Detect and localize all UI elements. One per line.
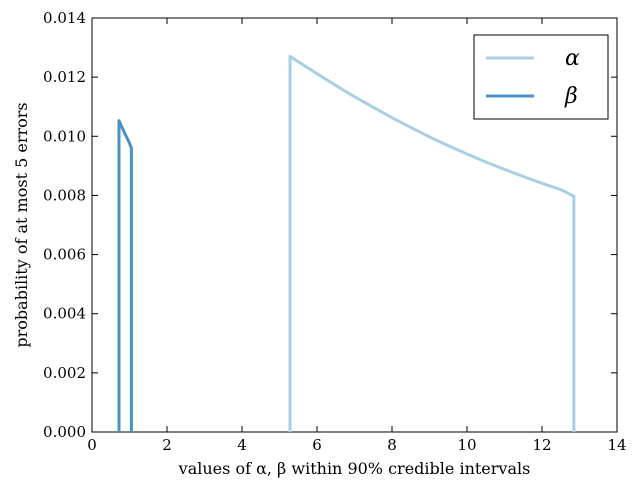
- x-tick-label: 8: [387, 436, 397, 454]
- ticks-layer: 0 2 4 6 8 10 12 14 0.000 0.002 0.004 0.006 0.008 0.01…: [43, 9, 627, 454]
- x-tick-label: 6: [312, 436, 322, 454]
- y-tick-label: 0.012: [43, 68, 86, 86]
- y-tick-label: 0.008: [43, 186, 86, 204]
- series-layer: [117, 54, 576, 432]
- x-tick-label: 0: [87, 436, 97, 454]
- y-axis-label: probability of at most 5 errors: [12, 102, 31, 347]
- x-tick-label: 12: [532, 436, 551, 454]
- legend-box: [473, 34, 609, 120]
- x-axis-label: values of α, β within 90% credible inter…: [178, 459, 531, 478]
- series-line-alpha: [288, 54, 576, 432]
- y-tick-label: 0.004: [43, 305, 86, 323]
- x-tick-label: 10: [457, 436, 476, 454]
- x-tick-label: 4: [237, 436, 247, 454]
- x-tick-label: 2: [162, 436, 172, 454]
- y-tick-label: 0.006: [43, 246, 86, 264]
- x-tick-label: 14: [607, 436, 626, 454]
- y-tick-label: 0.002: [43, 364, 86, 382]
- legend-label-beta: β: [564, 84, 578, 109]
- y-tick-label: 0.014: [43, 9, 86, 27]
- series-line-beta: [117, 119, 133, 432]
- plot-frame: [91, 17, 618, 433]
- legend: α β: [473, 34, 609, 120]
- y-tick-label: 0.000: [43, 423, 86, 441]
- plot-area: 0 2 4 6 8 10 12 14 0.000 0.002 0.004 0.006 0.008 0.01…: [43, 9, 627, 454]
- legend-label-alpha: α: [565, 46, 580, 71]
- y-tick-label: 0.010: [43, 127, 86, 145]
